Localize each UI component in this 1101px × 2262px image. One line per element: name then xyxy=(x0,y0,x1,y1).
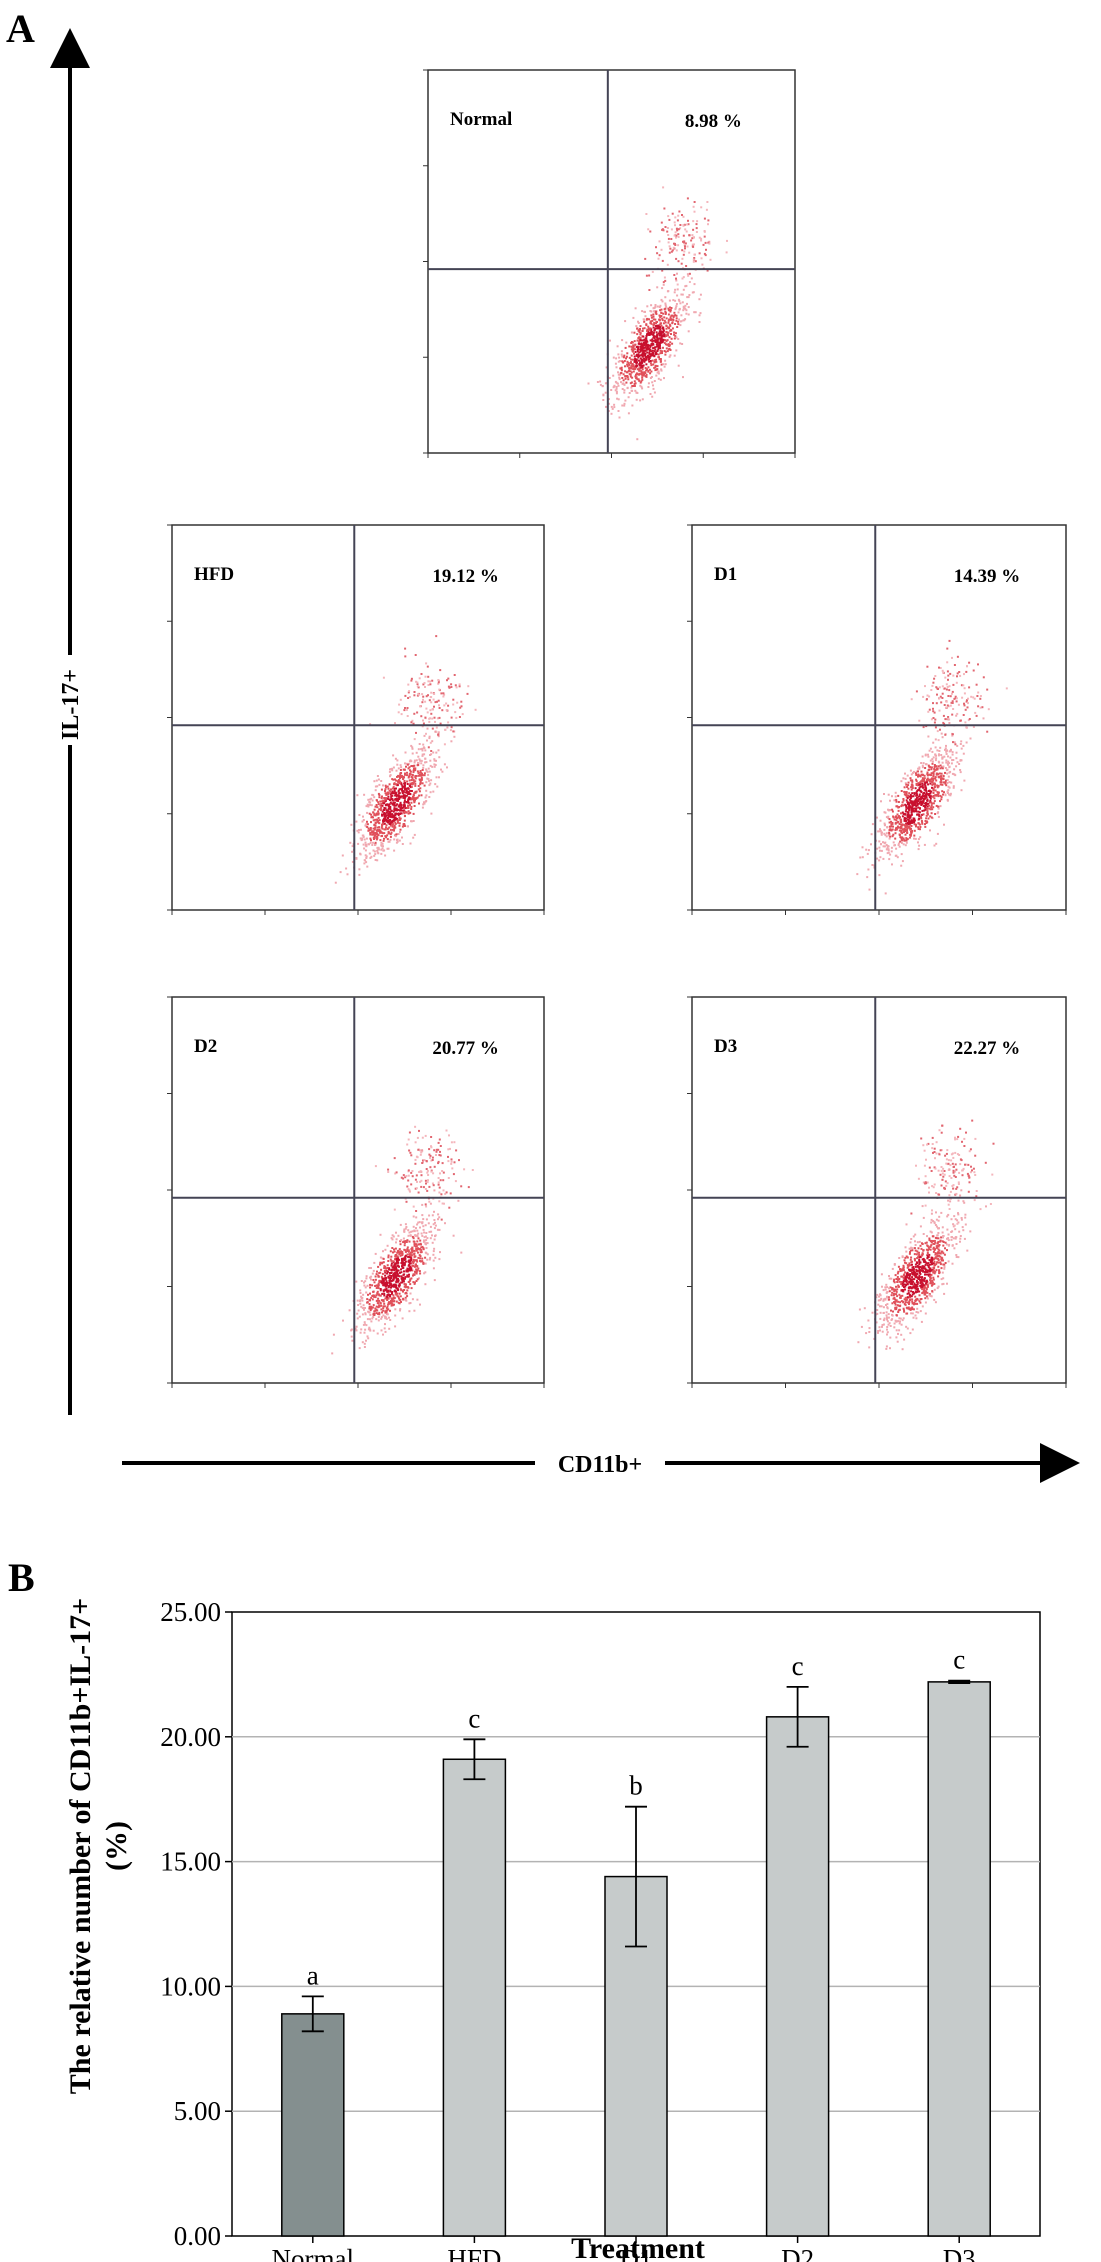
y-axis-title: The relative number of CD11b+IL-17+ xyxy=(64,1598,97,2094)
flow-plot-name: HFD xyxy=(194,564,234,585)
y-tick-label: 5.00 xyxy=(174,2096,221,2126)
x-axis-title: Treatment xyxy=(571,2232,705,2262)
bar-d2 xyxy=(765,1716,830,2237)
flow-plot-events xyxy=(587,186,728,441)
bar-d3 xyxy=(927,1681,991,2237)
panel-b: B 0.00 5.00 10.00 15.00 20.00 25.00 a Normal c HF… xyxy=(8,1555,1041,2262)
x-tick-label: HFD xyxy=(447,2244,501,2262)
bar-hfd xyxy=(442,1758,507,2237)
flow-plot-normal: Normal 8.98 % xyxy=(423,69,796,458)
significance-letter: b xyxy=(629,1771,643,1801)
y-tick-label: 25.00 xyxy=(160,1597,221,1627)
flow-plot-d2: D2 20.77 % xyxy=(167,996,545,1388)
flow-plot-name: D3 xyxy=(714,1036,737,1057)
flow-plots: Normal 8.98 % HFD 19.12 % D1 14.39 % D2 20.77 %… xyxy=(167,69,1067,1388)
flow-plot-name: Normal xyxy=(450,109,512,130)
panel-a-x-axis-label: CD11b+ xyxy=(558,1452,642,1478)
flow-plot-frame xyxy=(691,524,1067,911)
flow-plot-d3: D3 22.27 % xyxy=(687,996,1067,1388)
flow-plot-frame xyxy=(171,524,545,911)
flow-plot-percent: 20.77 % xyxy=(432,1038,499,1059)
y-tick-label: 0.00 xyxy=(174,2221,221,2251)
panel-b-letter: B xyxy=(8,1555,35,1600)
significance-letter: c xyxy=(468,1703,480,1733)
panel-a-x-label-bg xyxy=(535,1445,665,1481)
significance-letter: c xyxy=(792,1651,804,1681)
y-tick-label: 20.00 xyxy=(160,1722,221,1752)
panel-a: A IL-17+ CD11b+ Normal 8.98 % HFD 19.12 % D1… xyxy=(6,6,1080,1483)
flow-plot-name: D1 xyxy=(714,564,737,585)
flow-plot-percent: 14.39 % xyxy=(954,566,1021,587)
y-axis-unit: (%) xyxy=(100,1821,133,1871)
panel-a-y-label-bg xyxy=(54,655,86,745)
y-tick-label: 15.00 xyxy=(160,1847,221,1877)
bar-chart: 0.00 5.00 10.00 15.00 20.00 25.00 a Normal c HFD b… xyxy=(160,1597,1041,2262)
significance-letter: a xyxy=(307,1960,319,1990)
x-tick-label: D1 xyxy=(620,2244,653,2262)
x-tick-label: Normal xyxy=(272,2244,354,2262)
flow-plot-name: D2 xyxy=(194,1036,217,1057)
flow-plot-events xyxy=(334,635,477,884)
significance-letter: c xyxy=(953,1645,965,1675)
y-tick-label: 10.00 xyxy=(160,1971,221,2001)
panel-a-y-axis-label: IL-17+ xyxy=(58,669,84,740)
flow-plot-hfd: HFD 19.12 % xyxy=(167,524,545,915)
x-tick-label: D3 xyxy=(943,2244,976,2262)
panel-a-letter: A xyxy=(6,6,35,51)
flow-plot-events xyxy=(331,1125,474,1355)
flow-plot-frame xyxy=(691,996,1067,1384)
flow-plot-events xyxy=(856,639,1008,895)
flow-plot-percent: 22.27 % xyxy=(954,1038,1021,1059)
flow-plot-percent: 8.98 % xyxy=(685,111,742,132)
x-tick-label: D2 xyxy=(781,2244,814,2262)
flow-plot-events xyxy=(857,1119,995,1351)
bar-normal xyxy=(281,2013,345,2237)
flow-plot-d1: D1 14.39 % xyxy=(687,524,1067,915)
flow-plot-percent: 19.12 % xyxy=(432,566,499,587)
